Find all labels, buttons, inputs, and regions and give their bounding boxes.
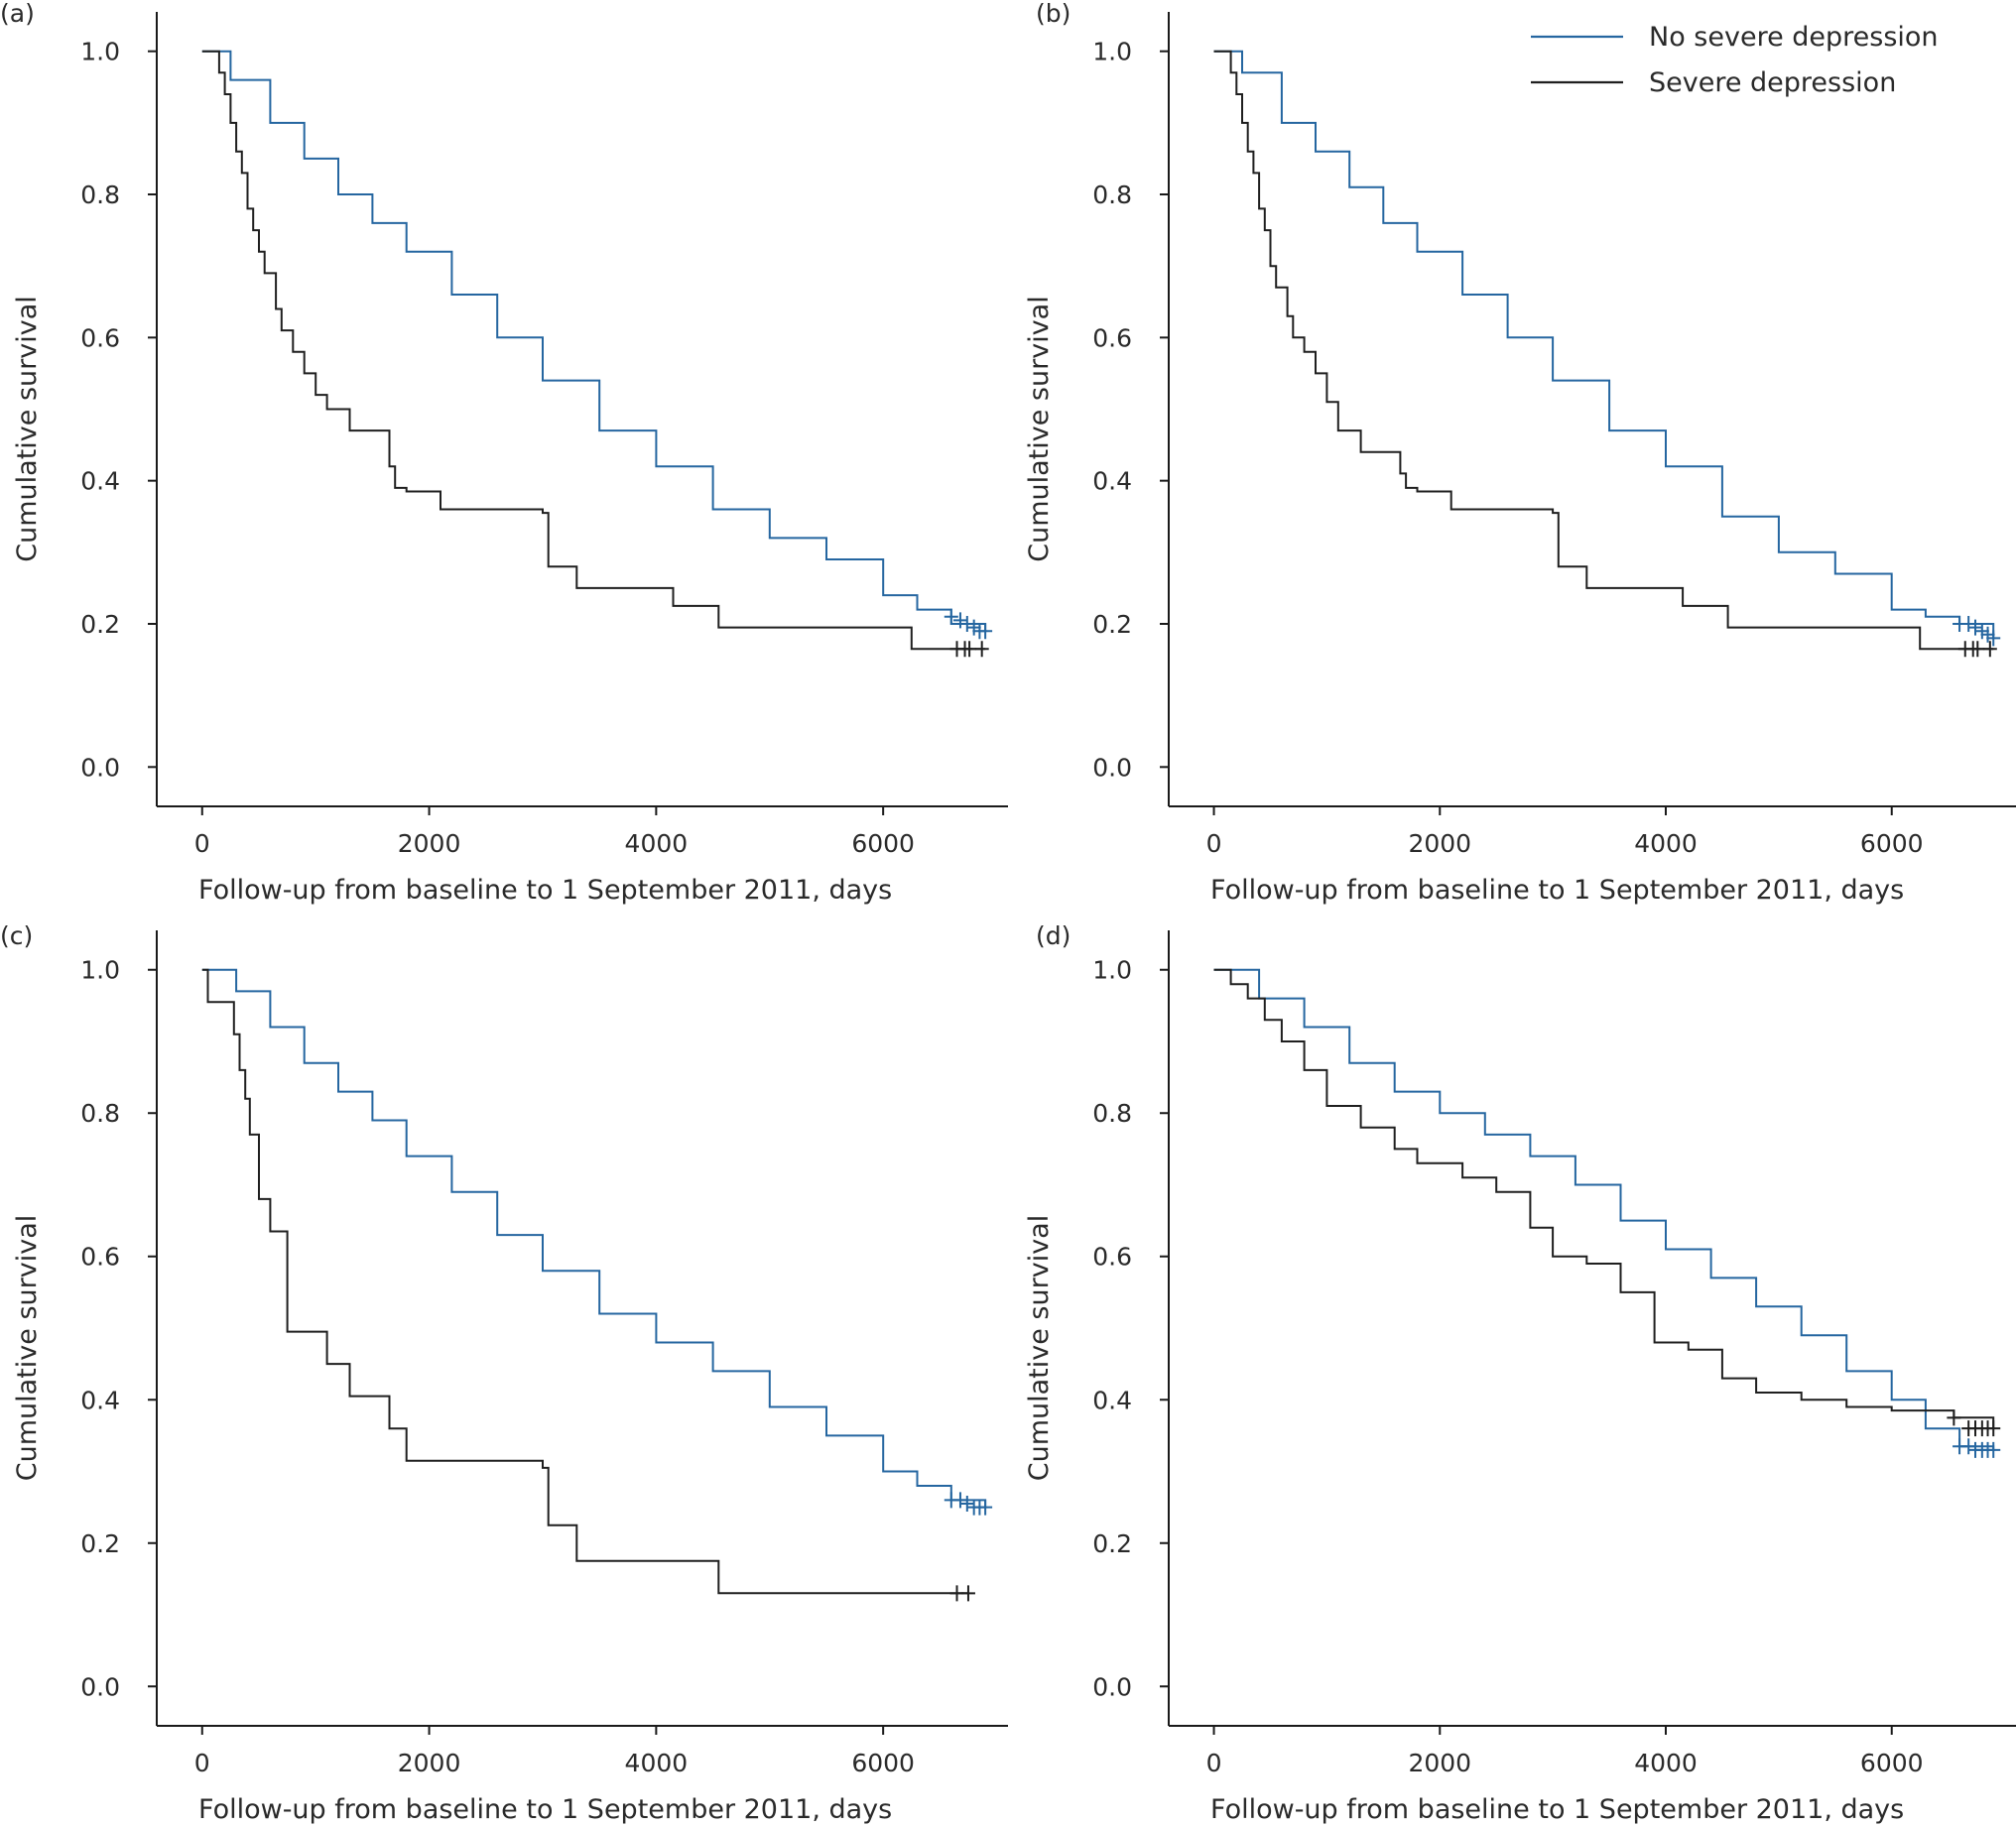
censor-mark-no-severe-depression [1968, 619, 1983, 636]
censor-mark-no-severe-depression [959, 615, 974, 632]
legend-label-severe-depression: Severe depression [1649, 67, 1896, 98]
x-axis-label: Follow-up from baseline to 1 September 2… [1210, 1794, 1904, 1825]
x-tick-label: 2000 [1408, 829, 1471, 858]
censor-mark-no-severe-depression [952, 612, 967, 629]
x-tick-label: 0 [1206, 829, 1222, 858]
censor-mark-no-severe-depression [1961, 1438, 1976, 1455]
x-tick-label: 6000 [1860, 1749, 1924, 1777]
censor-mark-severe-depression [1986, 1420, 2001, 1437]
y-tick-label: 0.6 [1092, 323, 1132, 352]
censor-mark-no-severe-depression [944, 608, 958, 625]
y-tick-label: 0.2 [1092, 610, 1132, 639]
censor-mark-severe-depression [962, 641, 977, 658]
x-tick-label: 4000 [625, 1749, 689, 1777]
panel-letter-c: (c) [0, 921, 33, 950]
censor-mark-no-severe-depression [978, 1499, 993, 1516]
censor-mark-no-severe-depression [959, 1496, 974, 1513]
panel-b: (b) 0.0 0.2 0.4 0.6 0.8 1.0 0 2000 4000 6000 Follow… [1024, 0, 2016, 906]
panel-letter-d: (d) [1036, 921, 1071, 950]
series-line-no-severe-depression [201, 50, 987, 632]
x-tick-label: 2000 [398, 1749, 461, 1777]
y-tick-label: 1.0 [1092, 38, 1132, 66]
y-tick-label: 0.2 [80, 610, 120, 639]
censor-mark-severe-depression [974, 641, 989, 658]
legend: No severe depression Severe depression [1531, 22, 1939, 98]
x-tick-label: 4000 [625, 829, 689, 858]
y-tick-label: 0.2 [80, 1529, 120, 1558]
y-tick-label: 0.6 [80, 1243, 120, 1272]
y-tick-label: 0.0 [80, 753, 120, 782]
x-axis-label: Follow-up from baseline to 1 September 2… [198, 875, 892, 906]
x-axis-label: Follow-up from baseline to 1 September 2… [198, 1794, 892, 1825]
x-tick-label: 2000 [1408, 1749, 1471, 1777]
censor-mark-no-severe-depression [1986, 630, 2001, 647]
censor-mark-no-severe-depression [1961, 615, 1976, 632]
y-axis-label: Cumulative survival [1024, 296, 1055, 561]
series-line-severe-depression [201, 968, 968, 1595]
series-line-severe-depression [1213, 968, 1995, 1429]
censor-mark-no-severe-depression [966, 619, 981, 636]
censor-mark-no-severe-depression [1980, 626, 1995, 643]
panel-letter-a: (a) [0, 0, 35, 28]
y-axis-label: Cumulative survival [1024, 1215, 1055, 1481]
y-tick-label: 0.8 [1092, 1099, 1132, 1128]
panel-a: (a) 0.0 0.2 0.4 0.6 0.8 1.0 0 2000 4000 6000 Follow… [0, 0, 1008, 906]
censor-mark-severe-depression [1970, 641, 1985, 658]
x-tick-label: 6000 [851, 1749, 915, 1777]
x-tick-label: 6000 [851, 829, 915, 858]
series-line-severe-depression [201, 50, 986, 651]
x-tick-label: 4000 [1634, 1749, 1698, 1777]
censor-mark-no-severe-depression [1986, 1441, 2001, 1458]
y-tick-label: 0.6 [80, 323, 120, 352]
y-tick-label: 0.0 [1092, 753, 1132, 782]
panel-c: (c) 0.0 0.2 0.4 0.6 0.8 1.0 0 2000 4000 6000 Follow… [0, 921, 1008, 1825]
panel-d: (d) 0.0 0.2 0.4 0.6 0.8 1.0 0 2000 4000 6000 Follow… [1024, 921, 2016, 1825]
x-tick-label: 0 [1206, 1749, 1222, 1777]
x-tick-label: 6000 [1860, 829, 1924, 858]
censor-mark-no-severe-depression [1974, 623, 1989, 640]
x-tick-label: 0 [194, 829, 210, 858]
censor-mark-severe-depression [1982, 641, 1997, 658]
y-tick-label: 0.2 [1092, 1529, 1132, 1558]
x-tick-label: 2000 [398, 829, 461, 858]
y-tick-label: 1.0 [1092, 956, 1132, 985]
y-tick-label: 0.0 [80, 1672, 120, 1701]
y-tick-label: 0.8 [80, 1099, 120, 1128]
series-line-no-severe-depression [1213, 50, 1995, 639]
censor-mark-severe-depression [1947, 1409, 1961, 1426]
y-tick-label: 1.0 [80, 956, 120, 985]
y-tick-label: 0.4 [1092, 1386, 1132, 1414]
y-tick-label: 0.6 [1092, 1243, 1132, 1272]
censor-mark-no-severe-depression [952, 1492, 967, 1509]
y-tick-label: 0.8 [80, 181, 120, 209]
y-tick-label: 0.4 [80, 1386, 120, 1414]
series-line-no-severe-depression [201, 968, 987, 1508]
x-tick-label: 4000 [1634, 829, 1698, 858]
x-tick-label: 0 [194, 1749, 210, 1777]
legend-label-no-severe-depression: No severe depression [1649, 22, 1939, 53]
series-line-no-severe-depression [1213, 968, 1995, 1450]
series-line-severe-depression [1213, 50, 1994, 651]
y-tick-label: 1.0 [80, 38, 120, 66]
y-tick-label: 0.0 [1092, 1672, 1132, 1701]
y-tick-label: 0.4 [1092, 467, 1132, 496]
x-axis-label: Follow-up from baseline to 1 September 2… [1210, 875, 1904, 906]
y-axis-label: Cumulative survival [12, 296, 43, 561]
panel-letter-b: (b) [1036, 0, 1071, 28]
censor-mark-severe-depression [960, 1585, 975, 1602]
y-axis-label: Cumulative survival [12, 1215, 43, 1481]
censor-mark-no-severe-depression [978, 623, 993, 640]
y-tick-label: 0.4 [80, 467, 120, 496]
y-tick-label: 0.8 [1092, 181, 1132, 209]
